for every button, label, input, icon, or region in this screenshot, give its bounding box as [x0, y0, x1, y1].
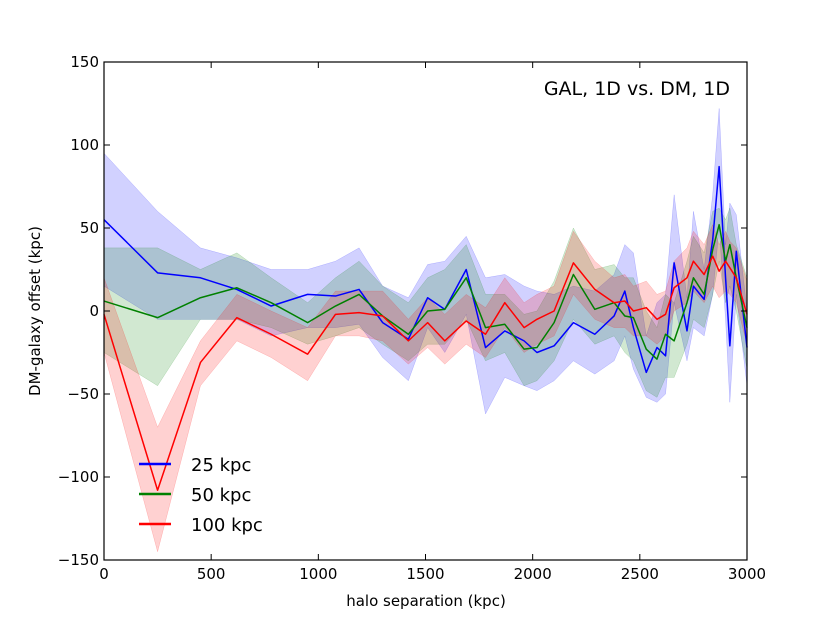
x-tick-label: 1000: [299, 565, 337, 583]
y-tick-label: −50: [67, 385, 99, 403]
x-axis-label: halo separation (kpc): [346, 592, 506, 610]
x-tick-label: 2500: [621, 565, 659, 583]
series-lines: [103, 165, 748, 492]
y-tick-label: 150: [70, 53, 99, 71]
x-tick-label: 3000: [728, 565, 766, 583]
series-line-50-kpc: [103, 223, 748, 360]
legend: 25 kpc 50 kpc 100 kpc: [139, 455, 263, 536]
y-axis-label: DM-galaxy offset (kpc): [26, 226, 44, 396]
y-tick-label: 100: [70, 136, 99, 154]
legend-label-100-kpc: 100 kpc: [191, 515, 263, 536]
x-tick-label: 500: [197, 565, 226, 583]
y-tick-label: −150: [58, 551, 99, 569]
x-tick-label: 2000: [514, 565, 552, 583]
chart-annotation: GAL, 1D vs. DM, 1D: [544, 78, 730, 100]
legend-label-50-kpc: 50 kpc: [191, 485, 251, 506]
tick-labels: 0 500 1000 1500 2000 2500 3000 −150 −100 −50 0 50 10…: [58, 53, 766, 583]
plot-frame: [103, 61, 748, 561]
y-tick-label: 50: [80, 219, 99, 237]
series-line-100-kpc: [103, 255, 748, 492]
legend-label-25-kpc: 25 kpc: [191, 455, 251, 476]
y-tick-label: 0: [89, 302, 99, 320]
x-tick-label: 0: [99, 565, 109, 583]
x-tick-label: 1500: [406, 565, 444, 583]
y-tick-label: −100: [58, 468, 99, 486]
